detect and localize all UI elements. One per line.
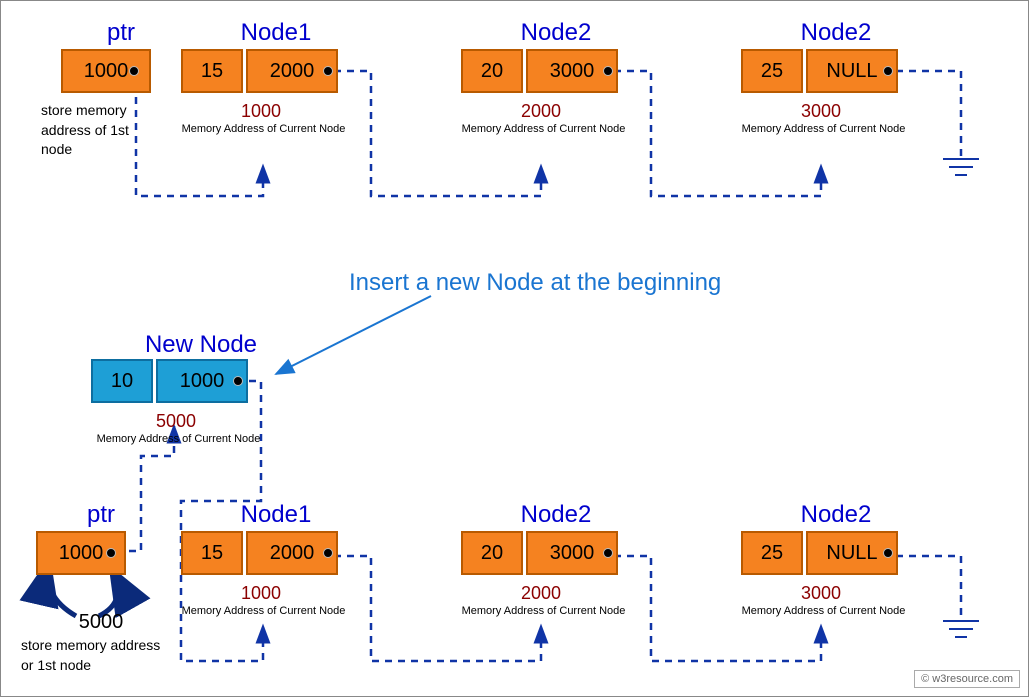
- main-title: Insert a new Node at the beginning: [349, 269, 721, 297]
- node3-dot-row2: [883, 548, 893, 558]
- ptr-title-row1: ptr: [71, 19, 171, 47]
- node1-title-row1: Node1: [216, 19, 336, 47]
- node1-title-row2: Node1: [216, 501, 336, 529]
- node2-data-row1: 20: [461, 49, 523, 93]
- node2-memlabel-row1: Memory Address of Current Node: [461, 123, 626, 135]
- node2-next-text-row2: 3000: [550, 542, 595, 565]
- newnode-addr: 5000: [136, 411, 216, 432]
- copyright-label: © w3resource.com: [914, 670, 1020, 688]
- node2-title-row2: Node2: [496, 501, 616, 529]
- node3-memlabel-row2: Memory Address of Current Node: [741, 605, 906, 617]
- ptr-caption-row1: store memory address of 1st node: [41, 101, 161, 160]
- node1-memlabel-row1: Memory Address of Current Node: [181, 123, 346, 135]
- node2-addr-row1: 2000: [501, 101, 581, 122]
- newnode-memlabel: Memory Address of Current Node: [96, 433, 261, 445]
- ptr-value-row2: 1000: [59, 542, 104, 565]
- newnode-data: 10: [91, 359, 153, 403]
- node2-memlabel-row2: Memory Address of Current Node: [461, 605, 626, 617]
- node2-dot-row2: [603, 548, 613, 558]
- node1-addr-row2: 1000: [221, 583, 301, 604]
- node3-addr-row1: 3000: [781, 101, 861, 122]
- node3-data-row2: 25: [741, 531, 803, 575]
- ptr-caption-row2: store memory address or 1st node: [21, 636, 171, 675]
- node3-title-row2: Node2: [776, 501, 896, 529]
- node2-title-row1: Node2: [496, 19, 616, 47]
- ptr-update-row2: 5000: [61, 611, 141, 634]
- ptr-title-row2: ptr: [51, 501, 151, 529]
- node1-data-row2: 15: [181, 531, 243, 575]
- node1-next-text-row1: 2000: [270, 60, 315, 83]
- node1-data-row1: 15: [181, 49, 243, 93]
- node1-next-text-row2: 2000: [270, 542, 315, 565]
- node2-data-row2: 20: [461, 531, 523, 575]
- ptr-dot-row2: [106, 548, 116, 558]
- node1-memlabel-row2: Memory Address of Current Node: [181, 605, 346, 617]
- node3-memlabel-row1: Memory Address of Current Node: [741, 123, 906, 135]
- newnode-next-text: 1000: [180, 370, 225, 393]
- node3-data-row1: 25: [741, 49, 803, 93]
- node2-dot-row1: [603, 66, 613, 76]
- node3-next-text-row1: NULL: [826, 60, 877, 83]
- ptr-value-row1: 1000: [84, 60, 129, 83]
- newnode-dot: [233, 376, 243, 386]
- node3-dot-row1: [883, 66, 893, 76]
- node2-next-text-row1: 3000: [550, 60, 595, 83]
- node3-title-row1: Node2: [776, 19, 896, 47]
- node3-addr-row2: 3000: [781, 583, 861, 604]
- node2-addr-row2: 2000: [501, 583, 581, 604]
- node1-addr-row1: 1000: [221, 101, 301, 122]
- node3-next-text-row2: NULL: [826, 542, 877, 565]
- node1-dot-row2: [323, 548, 333, 558]
- ptr-dot-row1: [129, 66, 139, 76]
- node1-dot-row1: [323, 66, 333, 76]
- newnode-title: New Node: [131, 331, 271, 359]
